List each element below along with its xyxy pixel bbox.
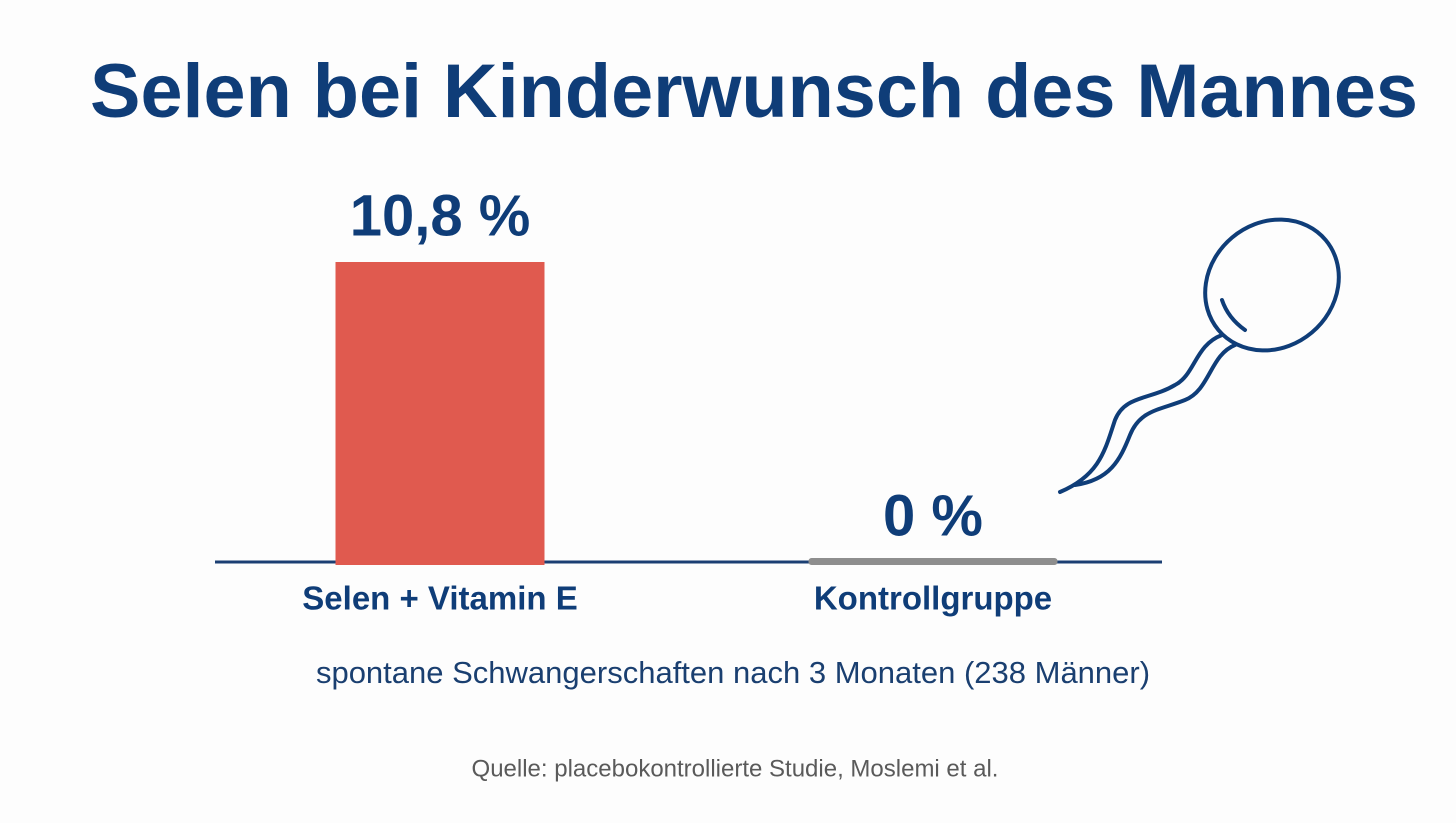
bar bbox=[808, 558, 1058, 565]
category-label: Selen + Vitamin E bbox=[302, 580, 577, 617]
value-label: 0 % bbox=[883, 483, 983, 548]
category-label: Kontrollgruppe bbox=[814, 580, 1052, 617]
chart-title: Selen bei Kinderwunsch des Mannes bbox=[90, 49, 1418, 134]
bar bbox=[335, 262, 545, 565]
sperm-icon bbox=[1058, 217, 1341, 494]
source: Quelle: placebokontrollierte Studie, Mos… bbox=[472, 755, 999, 782]
subtitle: spontane Schwangerschaften nach 3 Monate… bbox=[316, 655, 1150, 690]
value-label: 10,8 % bbox=[350, 183, 531, 248]
